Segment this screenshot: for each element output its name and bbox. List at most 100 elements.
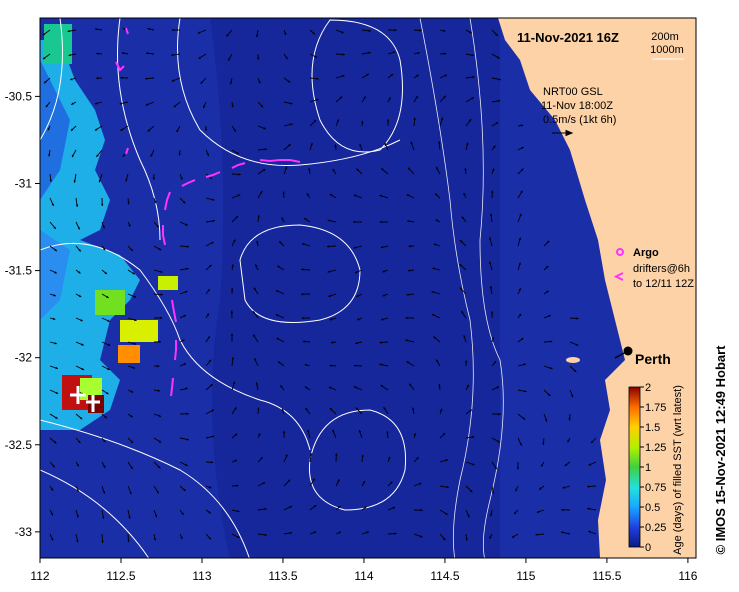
current-scale-label: 0.5m/s (1kt 6h) [543, 114, 616, 126]
current-vector-head [236, 484, 239, 487]
current-vector-head [518, 313, 522, 317]
current-vector-head [104, 271, 107, 275]
current-vector-head [253, 287, 256, 291]
current-vector-head [383, 407, 386, 410]
current-vector-head [54, 248, 57, 252]
current-vector-head [339, 96, 343, 99]
current-vector-head [235, 216, 238, 219]
current-vector-head [382, 294, 386, 297]
current-vector-head [381, 318, 384, 321]
current-vector-head [329, 407, 333, 411]
current-vector-head [70, 78, 73, 81]
current-vector-head [238, 173, 241, 176]
current-vector-head [276, 337, 279, 341]
current-vector-head [542, 442, 545, 445]
current-vector-head [160, 293, 163, 296]
current-vector-head [185, 387, 188, 390]
colorbar-tick-label: 0.5 [645, 502, 660, 514]
current-vector-head [361, 454, 364, 458]
current-vector-head [182, 339, 185, 342]
current-vector-head [316, 98, 319, 102]
current-vector-head [461, 216, 465, 219]
depth-contour-200m [419, 18, 474, 558]
y-tick-label: -31.5 [5, 264, 33, 278]
current-vector-head [102, 491, 106, 494]
current-vector-head [255, 264, 258, 267]
current-vector-head [386, 119, 390, 122]
current-vector-head [472, 463, 475, 466]
current-vector-head [489, 261, 492, 264]
current-vector-head [176, 129, 179, 133]
current-vector-head [588, 463, 591, 466]
sst-age-patch-orange [118, 345, 140, 363]
current-vector-head [153, 538, 157, 541]
current-vector-head [50, 488, 54, 491]
current-vector-head [158, 247, 162, 251]
current-vector-head [460, 240, 463, 243]
current-vector-head [576, 317, 579, 320]
current-vector-head [490, 513, 493, 517]
current-vector-head [471, 53, 474, 57]
current-time-label: 11-Nov 18:00Z [541, 100, 613, 112]
current-vector-head [53, 294, 56, 297]
current-vector-head [152, 177, 156, 180]
current-vector-head [539, 487, 542, 490]
map-timestamp: 11-Nov-2021 16Z [517, 30, 619, 45]
current-vector-head [75, 204, 79, 207]
current-vector-head [158, 440, 162, 443]
current-vector-head [121, 51, 125, 55]
current-vector-head [438, 383, 441, 387]
current-vector-head [186, 267, 189, 270]
drifter-track-1 [162, 159, 301, 246]
argo-legend-label: Argo [633, 247, 659, 259]
current-vector-head [103, 465, 106, 468]
current-vector-head [309, 453, 313, 456]
current-vector-head [522, 417, 526, 420]
current-vector-head [413, 433, 416, 436]
current-vector-head [406, 194, 410, 197]
current-vector-head [305, 408, 308, 411]
current-vector-head [289, 505, 292, 509]
current-vector-head [101, 203, 104, 207]
current-vector-head [358, 430, 362, 433]
current-vector-head [258, 433, 261, 436]
current-vector-head [338, 505, 341, 509]
current-vector-head [51, 538, 54, 541]
current-vector-head [368, 51, 371, 55]
current-vector-head [546, 290, 549, 293]
current-vector-head [208, 486, 212, 489]
current-vector-head [519, 213, 522, 217]
current-vector-head [128, 224, 131, 227]
current-vector-head [96, 52, 99, 55]
current-vector-head [384, 142, 387, 146]
deep-ocean-shade [210, 18, 500, 558]
current-vector-head [130, 440, 134, 444]
current-vector-head [313, 531, 317, 534]
current-vector-head [185, 463, 188, 466]
current-vector-head [328, 294, 331, 297]
current-vector-head [229, 81, 233, 85]
current-vector-head [431, 314, 435, 317]
current-vector-head [489, 213, 493, 216]
current-vector-head [406, 293, 409, 296]
current-vector-head [550, 366, 553, 370]
current-vector-head [78, 294, 82, 297]
current-vector-head [587, 507, 590, 510]
current-vector-head [102, 225, 105, 229]
current-vector-head [493, 145, 496, 148]
current-vector-head [379, 220, 382, 224]
current-vector-head [260, 104, 264, 108]
current-vector-head [494, 466, 497, 470]
current-vector-head [435, 219, 439, 222]
current-vector-head [157, 465, 161, 469]
current-vector-head [313, 120, 317, 123]
colorbar-tick-label: 1.5 [645, 422, 660, 434]
current-vector-head [120, 76, 123, 80]
current-vector-head [180, 177, 183, 180]
current-vector-head [76, 540, 79, 543]
current-vector-head [42, 56, 46, 60]
current-vector-head [497, 56, 500, 59]
current-vector-head [407, 220, 410, 223]
current-vector-head [518, 262, 521, 266]
current-vector-head [157, 389, 161, 392]
